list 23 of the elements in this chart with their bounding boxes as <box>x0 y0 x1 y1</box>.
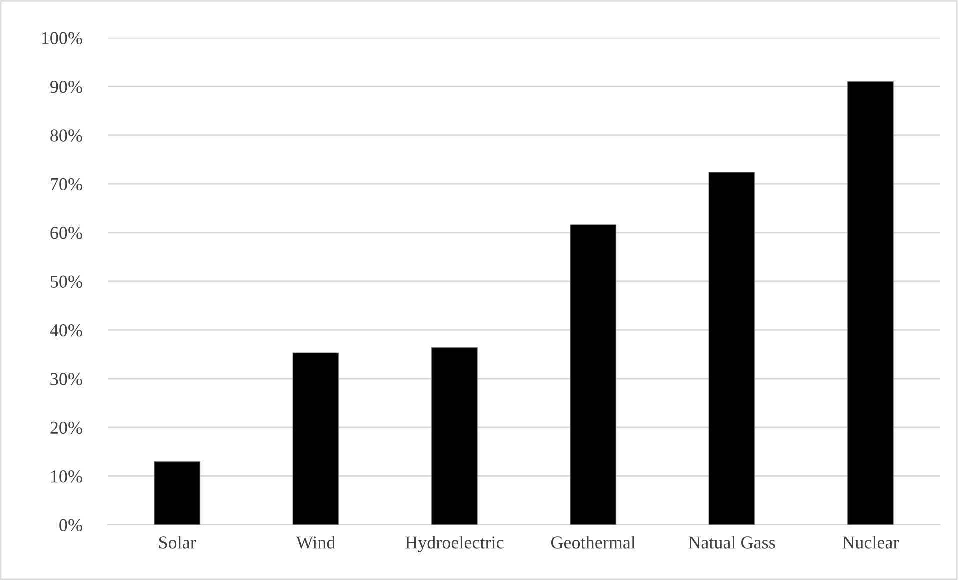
bar <box>708 172 756 525</box>
y-tick-label: 10% <box>51 470 82 483</box>
bar <box>847 81 894 525</box>
y-tick-label: 20% <box>50 422 82 434</box>
y-tick-label: 100% <box>42 32 82 44</box>
y-tick-label: 60% <box>50 227 82 240</box>
y-tick-label: 50% <box>50 276 82 288</box>
y-tick-label: 90% <box>50 80 82 94</box>
y-tick-label: 40% <box>50 324 82 337</box>
y-tick-label: 30% <box>50 373 82 386</box>
bar <box>431 347 478 525</box>
x-tick-label: Wind <box>296 536 336 549</box>
y-tick-label: 0% <box>60 519 82 532</box>
bar <box>154 461 201 525</box>
bar <box>292 352 340 525</box>
y-tick-label: 80% <box>50 130 82 142</box>
x-tick-label: Solar <box>159 536 196 549</box>
x-tick-label: Hydroelectric <box>406 536 504 553</box>
bar <box>570 224 617 525</box>
x-tick-label: Nuclear <box>842 536 900 549</box>
x-tick-label: Natual Gass <box>688 536 776 549</box>
x-tick-label: Geothermal <box>551 536 636 549</box>
y-tick-label: 70% <box>51 178 82 191</box>
